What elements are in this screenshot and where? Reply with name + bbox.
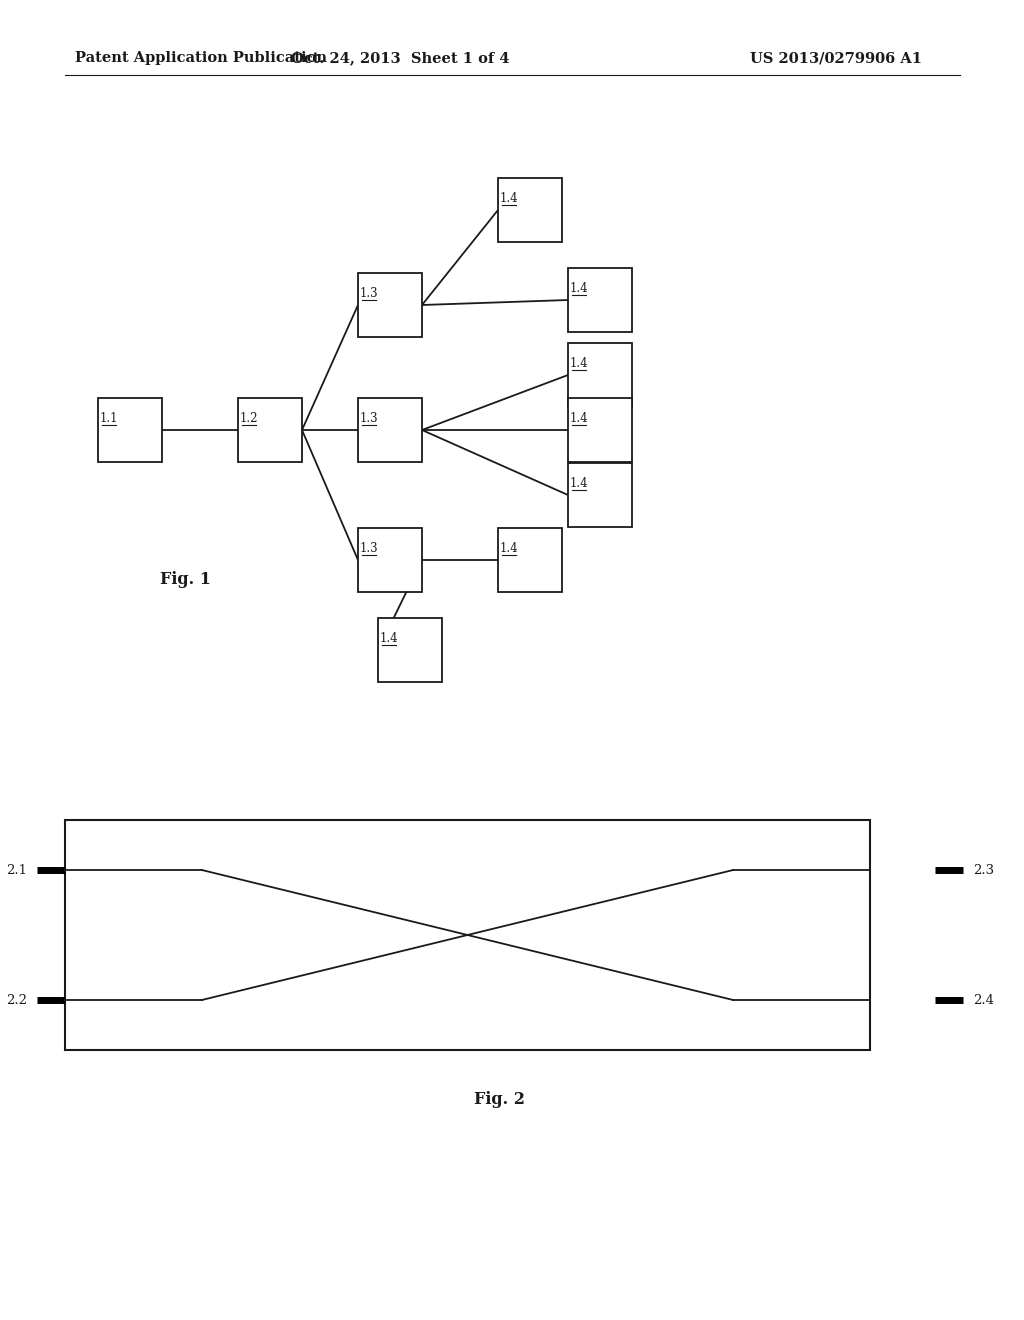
Text: 1.4: 1.4 [500, 193, 518, 206]
Bar [568, 463, 632, 527]
Bar [358, 273, 422, 337]
Text: 2.1: 2.1 [6, 863, 27, 876]
Bar [568, 343, 632, 407]
Text: 2.3: 2.3 [973, 863, 994, 876]
Text: 1.2: 1.2 [240, 412, 258, 425]
Text: Patent Application Publication: Patent Application Publication [75, 51, 327, 65]
Bar [358, 528, 422, 591]
Text: Fig. 1: Fig. 1 [160, 572, 211, 589]
Bar [568, 399, 632, 462]
Text: 1.4: 1.4 [570, 358, 589, 371]
Text: 2.4: 2.4 [973, 994, 994, 1006]
Bar [98, 399, 162, 462]
Bar [378, 618, 442, 682]
Text: 2.2: 2.2 [6, 994, 27, 1006]
Text: 1.1: 1.1 [100, 412, 119, 425]
Text: 1.4: 1.4 [570, 282, 589, 296]
Text: Fig. 2: Fig. 2 [474, 1092, 525, 1109]
Bar [568, 268, 632, 333]
Text: 1.4: 1.4 [380, 632, 398, 645]
Text: 1.3: 1.3 [359, 412, 379, 425]
Text: 1.3: 1.3 [359, 543, 379, 556]
Text: 1.4: 1.4 [570, 478, 589, 490]
Bar [498, 528, 562, 591]
Text: 1.3: 1.3 [359, 288, 379, 300]
Bar [238, 399, 302, 462]
Text: US 2013/0279906 A1: US 2013/0279906 A1 [750, 51, 922, 65]
Text: Oct. 24, 2013  Sheet 1 of 4: Oct. 24, 2013 Sheet 1 of 4 [291, 51, 509, 65]
Bar [65, 820, 870, 1049]
Text: 1.4: 1.4 [500, 543, 518, 556]
Text: 1.4: 1.4 [570, 412, 589, 425]
Bar [498, 178, 562, 242]
Bar [358, 399, 422, 462]
